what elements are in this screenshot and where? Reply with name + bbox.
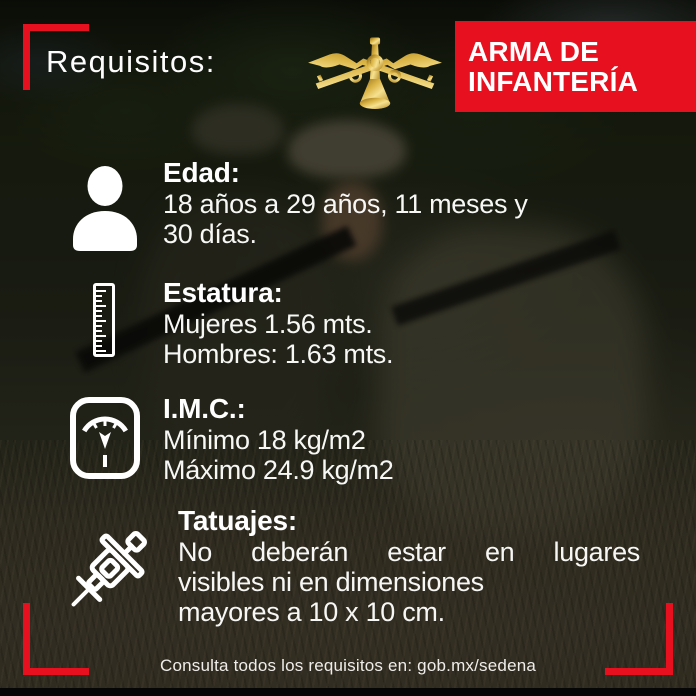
section-line: Hombres: 1.63 mts.: [163, 339, 394, 369]
footer-consulta-note: Consulta todos los requisitos en: gob.mx…: [159, 656, 537, 675]
section-imc: I.M.C.: Mínimo 18 kg/m2 Máximo 24.9 kg/m…: [163, 393, 394, 486]
section-title: Tatuajes:: [178, 505, 298, 536]
section-title: Estatura:: [163, 277, 283, 308]
scale-icon: [70, 397, 140, 479]
soldier-cap-shape: [192, 104, 284, 154]
corner-bracket-bottom-right: [605, 603, 673, 675]
banner-line-1: ARMA DE: [468, 35, 600, 67]
corner-bracket-top-left: [23, 24, 89, 90]
corner-bracket-bottom-left: [23, 603, 89, 675]
section-tatuajes: Tatuajes: No deberán estar en lugares vi…: [178, 505, 640, 628]
section-line: Máximo 24.9 kg/m2: [163, 455, 394, 485]
section-title: Edad:: [163, 157, 240, 188]
section-estatura: Estatura: Mujeres 1.56 mts. Hombres: 1.6…: [163, 277, 394, 370]
section-line: Mujeres 1.56 mts.: [163, 309, 373, 339]
banner-arma-de-infanteria: ARMA DE INFANTERÍA: [455, 21, 696, 112]
section-line: No deberán estar en lugares: [178, 537, 640, 567]
section-line: visibles ni en dimensiones: [178, 567, 484, 597]
page-title: Requisitos:: [46, 44, 216, 79]
bottom-black-bar: [0, 688, 696, 696]
soldier-cap-shape: [288, 120, 406, 178]
soldier-body-shape: [142, 196, 332, 466]
section-title: I.M.C.:: [163, 393, 246, 424]
section-line: 18 años a 29 años, 11 meses y: [163, 189, 528, 219]
section-line: 30 días.: [163, 219, 257, 249]
crossed-rifles-bugle-icon: [306, 26, 444, 115]
banner-line-2: INFANTERÍA: [468, 65, 638, 97]
person-icon: [73, 166, 137, 251]
section-line: Mínimo 18 kg/m2: [163, 425, 366, 455]
ruler-icon: [93, 283, 115, 357]
section-line: mayores a 10 x 10 cm.: [178, 597, 445, 627]
section-edad: Edad: 18 años a 29 años, 11 meses y 30 d…: [163, 157, 528, 250]
tattoo-machine-icon: [71, 531, 147, 607]
